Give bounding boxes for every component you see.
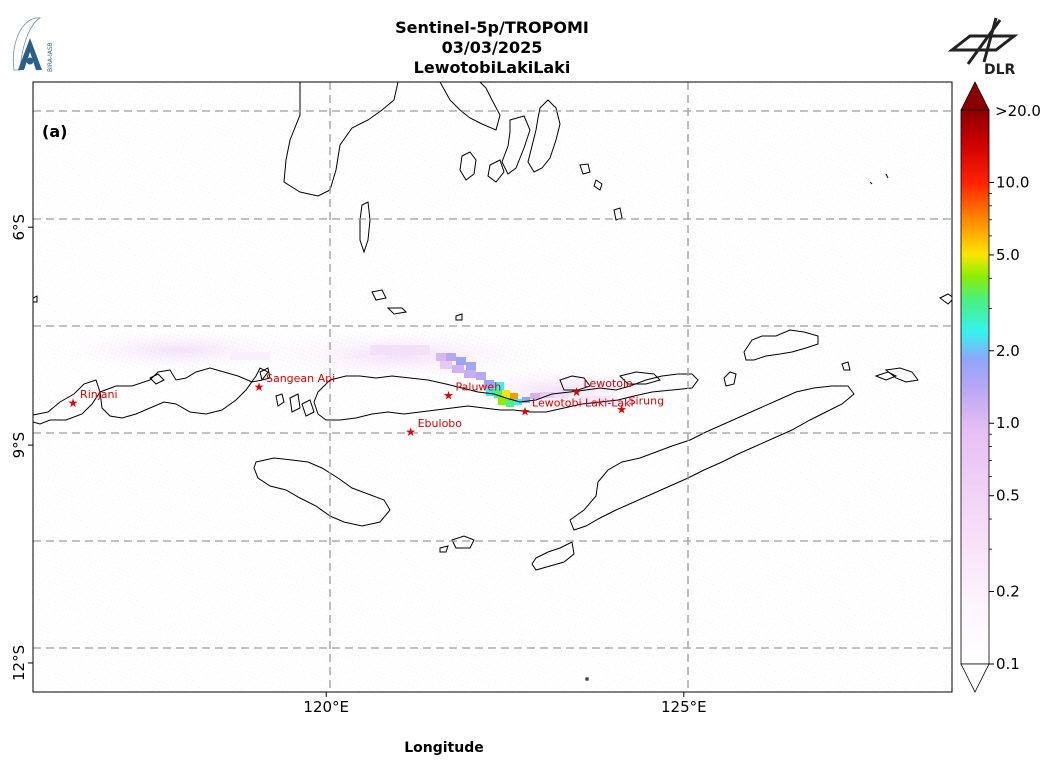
map-border	[32, 81, 953, 693]
volcano-label: Ebulobo	[418, 417, 463, 430]
y-axis-ticks: 6°S 9°S 12°S	[10, 214, 33, 681]
volcano-marker-icon: ★	[254, 380, 265, 394]
colorbar-max-label: >20.0	[995, 102, 1040, 120]
bira-iasb-logo-text: BIRA-IASB	[47, 42, 54, 72]
x-axis-label: Longitude	[404, 740, 484, 756]
x-axis-ticks: 120°E 125°E	[303, 692, 707, 716]
volcano-marker-icon: ★	[520, 405, 531, 419]
colorbar-tick-label: 2.0	[996, 342, 1020, 360]
volcano-marker-icon: ★	[68, 396, 79, 410]
dlr-logo: DLR	[947, 17, 1019, 78]
colorbar-tick-label: 5.0	[996, 246, 1020, 264]
title-date: 03/03/2025	[441, 38, 543, 57]
title-instrument: Sentinel-5p/TROPOMI	[395, 18, 589, 37]
volcano-label: Lewotolo	[584, 377, 634, 390]
colorbar-ticks: 0.1 0.2 0.5 1.0 2.0 5.0 10.0	[989, 173, 1029, 673]
colorbar: 0.1 0.2 0.5 1.0 2.0 5.0 10.0 >20.0	[960, 81, 1040, 693]
volcano-label: Lewotobi Laki-Laki	[532, 397, 634, 410]
panel-label: (a)	[42, 122, 67, 141]
map-area: ★Rinjani★Sangean Api★Paluweh★Ebulobo★Lew…	[33, 82, 952, 692]
colorbar-max-extend	[960, 81, 990, 111]
volcano-marker-icon: ★	[616, 403, 627, 417]
colorbar-tick-label: 0.5	[996, 487, 1020, 505]
volcano-markers: ★Rinjani★Sangean Api★Paluweh★Ebulobo★Lew…	[68, 372, 664, 439]
colorbar-gradient	[960, 109, 990, 665]
volcano-marker-icon: ★	[443, 389, 454, 403]
volcano-label: Sangean Api	[266, 372, 335, 385]
x-tick-label: 125°E	[661, 698, 707, 716]
gridlines	[33, 82, 952, 692]
colorbar-tick-label: 0.2	[996, 583, 1020, 601]
title-volcano: LewotobiLakiLaki	[413, 58, 571, 77]
figure-title: Sentinel-5p/TROPOMI 03/03/2025 LewotobiL…	[292, 18, 692, 78]
colorbar-min-extend	[960, 663, 990, 693]
volcano-marker-icon: ★	[571, 385, 582, 399]
colorbar-tick-label: 1.0	[996, 414, 1020, 432]
bira-iasb-logo: BIRA-IASB	[12, 17, 54, 72]
colorbar-tick-label: 10.0	[996, 173, 1029, 191]
y-tick-label: 6°S	[10, 214, 28, 241]
y-tick-label: 9°S	[10, 432, 28, 459]
colorbar-tick-label: 0.1	[996, 655, 1020, 673]
volcano-label: Sirung	[629, 395, 665, 408]
volcano-label: Paluweh	[456, 381, 502, 394]
so2-plume	[230, 345, 630, 407]
volcano-marker-icon: ★	[405, 425, 416, 439]
y-tick-label: 12°S	[10, 645, 28, 681]
x-tick-label: 120°E	[303, 698, 349, 716]
volcano-label: Rinjani	[80, 388, 118, 401]
coastlines	[33, 82, 952, 681]
dlr-logo-text: DLR	[984, 62, 1016, 78]
